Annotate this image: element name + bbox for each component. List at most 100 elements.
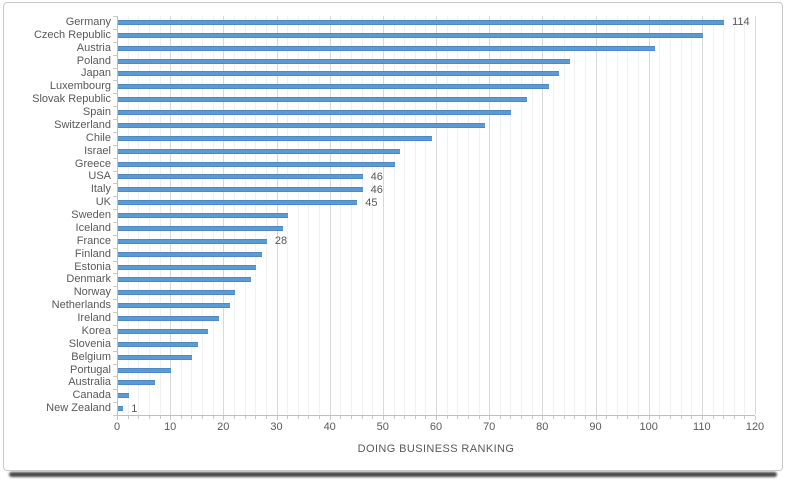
value-axis-tick-mark [382, 416, 384, 420]
x-axis-title: DOING BUSINESS RANKING [357, 443, 515, 455]
bar-luxembourg [118, 84, 549, 90]
category-tick-mark [113, 324, 117, 326]
value-axis-tick-mark [669, 416, 671, 419]
category-tick-mark [113, 221, 117, 223]
bar-belgium [118, 354, 193, 360]
major-gridline [648, 16, 650, 415]
value-axis-tick-mark [691, 416, 693, 419]
minor-gridline [457, 16, 459, 415]
x-tick-label-20: 20 [217, 421, 230, 433]
bar-czech-republic [118, 32, 703, 38]
bar-usa [118, 174, 363, 180]
x-tick-label-70: 70 [483, 421, 496, 433]
value-axis-tick-mark [723, 416, 725, 419]
bar-germany [118, 19, 725, 25]
data-label-germany: 114 [732, 16, 750, 29]
minor-gridline [404, 16, 406, 415]
minor-gridline [510, 16, 512, 415]
value-axis-tick-mark [744, 416, 746, 419]
value-axis-tick-mark [212, 416, 214, 419]
x-tick-label-120: 120 [745, 421, 765, 433]
minor-gridline [350, 16, 352, 415]
minor-gridline [467, 16, 469, 415]
category-tick-mark [113, 402, 117, 404]
category-label-iceland: Iceland [75, 221, 111, 234]
x-tick-label-30: 30 [270, 421, 283, 433]
category-tick-mark [113, 209, 117, 211]
value-axis-tick-mark [574, 416, 576, 419]
value-axis-tick-mark [648, 416, 650, 420]
major-gridline [489, 16, 491, 415]
bar-spain [118, 110, 512, 115]
value-axis-tick-mark [553, 416, 554, 419]
minor-gridline [691, 16, 693, 415]
data-label-uk: 45 [365, 196, 378, 209]
value-axis-tick-mark [191, 416, 193, 419]
bar-poland [118, 58, 570, 64]
category-tick-mark [113, 363, 117, 365]
category-tick-mark [113, 80, 117, 82]
value-axis-tick-mark [510, 416, 512, 419]
category-label-australia: Australia [68, 376, 111, 389]
minor-gridline [499, 16, 501, 415]
minor-gridline [574, 16, 576, 415]
category-label-new-zealand: New Zealand [46, 402, 111, 415]
value-axis-tick-mark [563, 416, 565, 419]
value-axis-tick-mark [159, 416, 161, 419]
major-gridline [595, 16, 597, 415]
x-tick-label-60: 60 [429, 421, 443, 433]
category-label-austria: Austria [76, 41, 111, 54]
value-axis-tick-mark [701, 416, 703, 420]
value-axis-tick-mark [148, 416, 150, 419]
category-tick-mark [113, 106, 117, 108]
frame-border [3, 2, 783, 471]
value-axis-tick-mark [180, 416, 182, 419]
bar-denmark [118, 277, 251, 283]
category-tick-mark [113, 376, 117, 378]
category-label-netherlands: Netherlands [51, 299, 111, 312]
value-axis-tick-mark [659, 416, 661, 419]
bar-italy [118, 187, 363, 193]
frame-shadow [9, 472, 777, 477]
major-gridline [755, 16, 756, 415]
category-tick-mark [113, 337, 117, 339]
bar-sweden [118, 213, 289, 218]
category-label-switzerland: Switzerland [54, 118, 111, 131]
value-axis-tick-mark [127, 416, 129, 419]
category-tick-mark [113, 286, 117, 288]
value-axis-tick-mark [223, 416, 225, 420]
category-tick-mark [113, 260, 117, 262]
minor-gridline [638, 16, 639, 415]
bar-japan [118, 71, 560, 77]
category-tick-mark [113, 299, 117, 301]
bar-canada [118, 393, 129, 399]
value-axis-tick-mark [584, 416, 586, 419]
bar-chile [118, 135, 432, 141]
category-tick-mark [113, 144, 117, 146]
major-gridline [701, 16, 703, 415]
bar-chart: 0 10 20 30 40 50 60 70 80 90 100 110 120 DOING BUSIN… [32, 16, 765, 455]
value-axis-tick-mark [478, 416, 480, 419]
category-tick-mark [113, 54, 117, 56]
major-gridline [542, 16, 544, 415]
major-gridline [329, 16, 331, 415]
minor-gridline [308, 16, 310, 415]
value-axis-tick-mark [436, 416, 437, 420]
bar-new-zealand [118, 406, 124, 412]
value-axis-tick-mark [255, 416, 257, 419]
value-axis-tick-mark [457, 416, 459, 419]
category-label-slovak-republic: Slovak Republic [32, 93, 111, 106]
category-axis-line [117, 415, 755, 416]
minor-gridline [563, 16, 565, 415]
value-axis-tick-mark [276, 416, 278, 420]
value-axis-tick-mark [138, 416, 140, 419]
category-tick-mark [113, 312, 117, 313]
bar-estonia [118, 264, 257, 270]
minor-gridline [414, 16, 416, 415]
minor-gridline [616, 16, 618, 415]
bar-norway [118, 290, 235, 296]
value-axis-tick-mark [361, 416, 363, 419]
data-label-new-zealand: 1 [131, 402, 138, 415]
value-axis-tick-mark [340, 416, 342, 419]
